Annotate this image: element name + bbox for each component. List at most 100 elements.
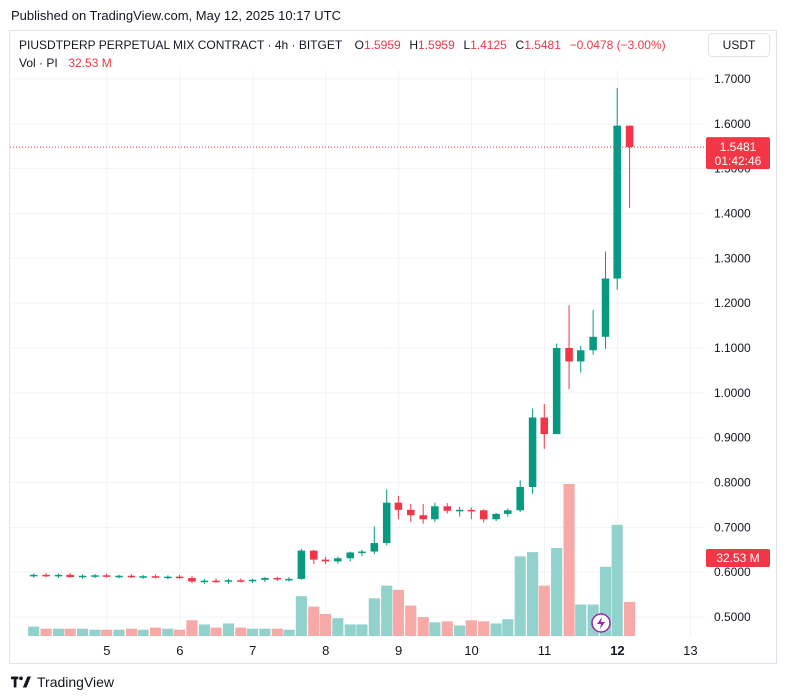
candle-body [91,575,99,577]
candle-body [370,543,379,552]
time-axis[interactable]: 5 6 7 8 9 10 11 12 13 [103,643,697,658]
ohlc-legend: PIUSDTPERP PERPETUAL MIX CONTRACT · 4h ·… [19,38,666,52]
price-candles [29,87,634,584]
candle-body [78,575,87,578]
volume-bar [198,624,210,636]
y-tick-label: 1.6000 [714,117,751,131]
candle-body [66,574,74,578]
footer: TradingView [11,674,114,690]
candle-body [164,576,172,579]
volume-badge-value: 32.53 M [716,551,759,565]
x-tick-label: 7 [249,643,256,658]
candle-body [139,576,147,578]
volume-bar [465,620,477,636]
candle-body [151,576,160,578]
candle-body [565,348,573,362]
y-tick-label: 0.9000 [714,431,751,445]
x-tick-label: 10 [464,643,478,658]
x-tick-label: 11 [538,643,552,658]
x-tick-label: 6 [176,643,183,658]
volume-bar [308,606,320,636]
candle-body [248,579,257,582]
candle-body [407,509,415,516]
volume-badge [706,549,770,567]
volume-bar [295,596,307,636]
candle-body [455,509,464,512]
volume-bar [271,628,283,636]
y-tick-label: 1.0000 [714,386,751,400]
candle-body [127,575,136,578]
volume-bar [381,585,393,636]
candle-body [613,125,621,279]
volume-bar [101,629,113,636]
candle-body [431,506,439,520]
candle-body [552,348,561,435]
symbol-title[interactable]: PIUSDTPERP PERPETUAL MIX CONTRACT · 4h ·… [19,38,342,52]
price-badge-value: 1.5481 [720,140,757,154]
y-tick-label: 1.4000 [714,207,751,221]
high-value: 1.5959 [418,38,455,52]
volume-legend: Vol · PI 32.53 M [19,56,112,70]
volume-bar [502,619,514,636]
volume-bar [344,624,356,636]
volume-bar [186,620,198,636]
volume-bar [40,628,52,636]
candle-body [200,580,209,583]
volume-bar [575,604,587,636]
candle-body [273,577,282,580]
x-tick-label: 13 [683,643,697,658]
candle-body [358,551,366,554]
volume-label[interactable]: Vol · PI [19,56,58,70]
volume-bar [332,618,344,636]
volume-bar [113,629,125,636]
volume-bar [551,547,563,636]
volume-bar [392,589,404,636]
y-tick-label: 1.3000 [714,251,751,265]
candle-body [528,417,537,487]
candle-body [115,575,123,578]
candle-body [188,577,196,582]
candle-body [625,125,634,148]
volume-bar [417,617,429,636]
volume-bar [599,566,612,636]
close-value: 1.5481 [524,38,561,52]
volume-bar [28,626,40,636]
candle-body [42,574,50,577]
candle-body [297,550,306,579]
volume-bar [76,628,89,636]
price-badge-countdown: 01:42:46 [715,154,762,168]
volume-bar [454,625,466,636]
volume-bar [259,628,271,636]
volume-bar [611,524,623,636]
volume-bar [478,621,490,636]
volume-bar [356,624,368,636]
y-tick-label: 1.7000 [714,72,751,86]
volume-bar [64,628,76,636]
candle-body [394,502,403,510]
high-label: H [409,38,419,52]
volume-value: 32.53 M [68,56,112,70]
volume-bar [137,629,149,636]
change-value: −0.0478 (−3.00%) [569,38,666,52]
candle-body [443,506,452,511]
candle-body [479,510,488,520]
volume-bar [527,552,539,636]
currency-button[interactable]: USDT [708,33,770,57]
candle-body [54,574,63,577]
grid-lines [10,70,705,636]
candle-body [576,350,585,362]
volume-bar [162,628,174,636]
y-tick-label: 1.1000 [714,341,751,355]
tradingview-logo-icon [11,676,31,688]
y-tick-label: 0.8000 [714,476,751,490]
chart-frame [9,30,777,664]
candle-body [504,510,512,514]
candle-body [102,575,111,577]
open-label: O [354,38,364,52]
volume-bar [514,556,526,636]
price-axis[interactable]: 0.5000 0.6000 0.7000 0.8000 0.9000 1.0000 1.10… [714,72,751,624]
published-caption: Published on TradingView.com, May 12, 20… [11,8,342,23]
open-value: 1.5959 [363,38,401,52]
